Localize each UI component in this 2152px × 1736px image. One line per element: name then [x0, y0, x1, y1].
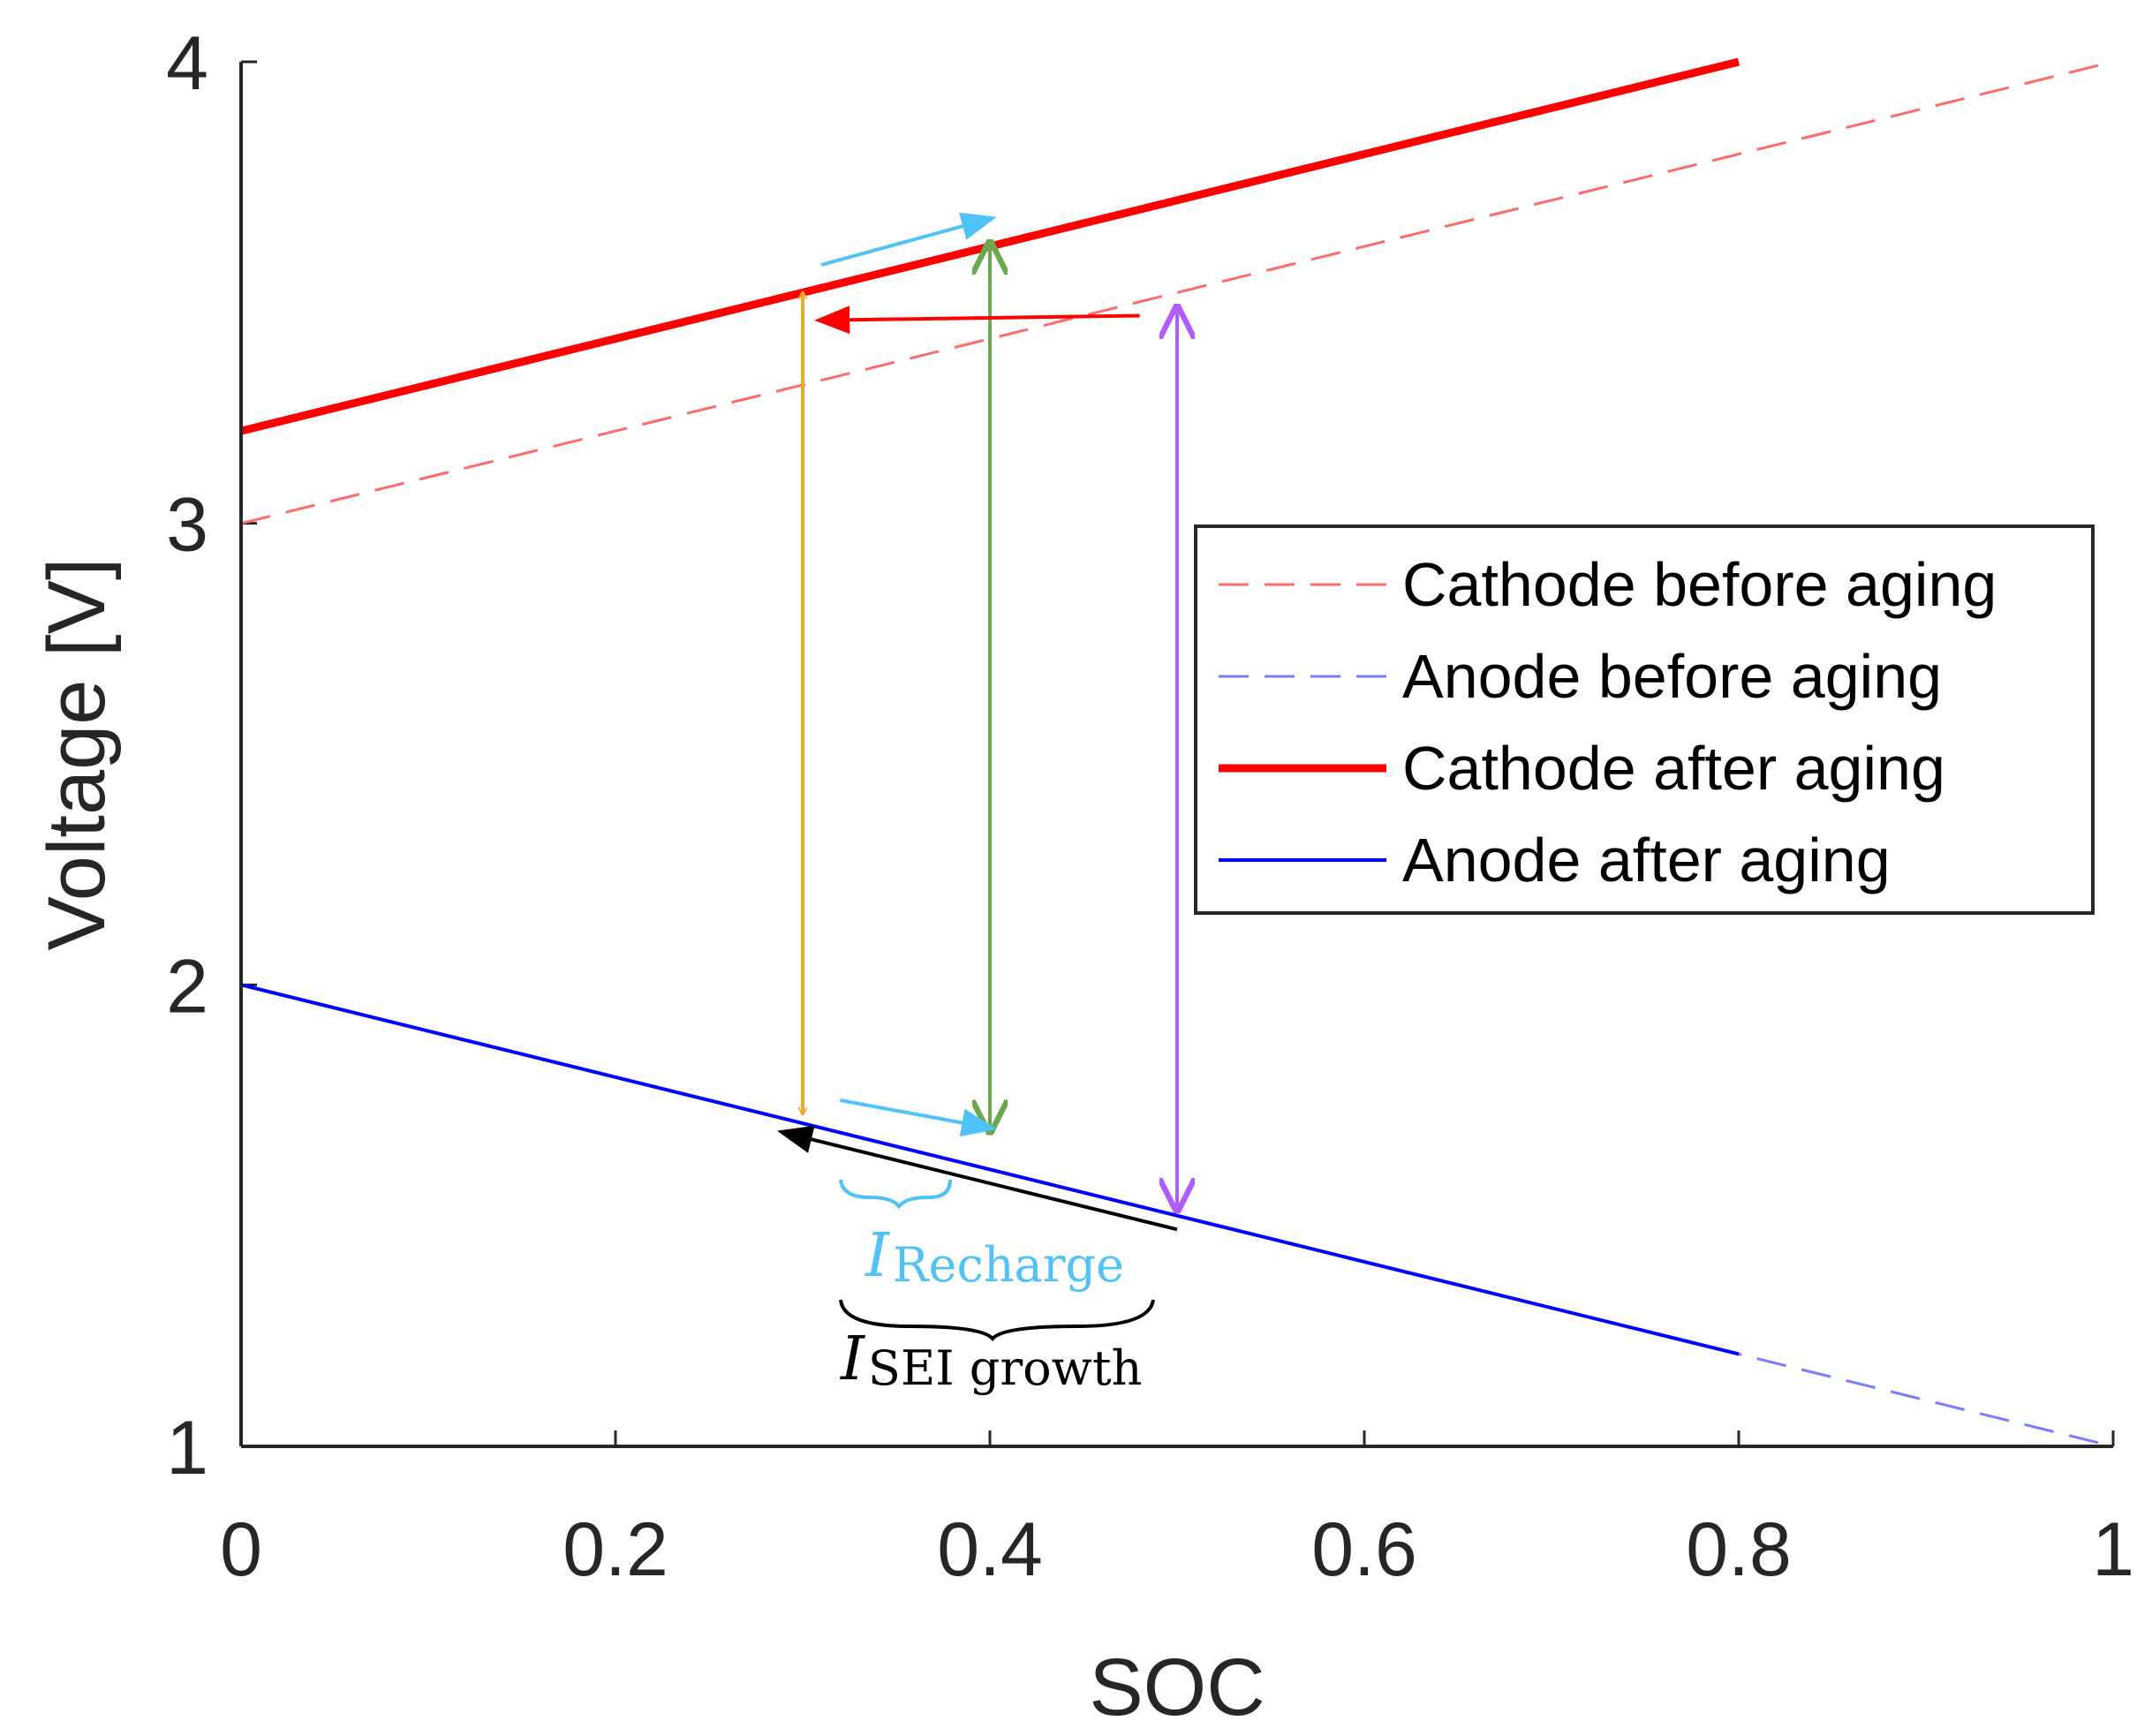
x-tick-label: 1: [2092, 1507, 2134, 1592]
x-tick-label: 0.8: [1686, 1507, 1792, 1592]
legend-items: Cathode before aging Anode before aging Ca…: [1219, 550, 1997, 894]
x-axis-label: SOC: [1089, 1642, 1265, 1732]
recharge-label-text: IRecharge: [864, 1221, 1124, 1293]
annotation-layer: [777, 212, 1178, 1232]
y-tick-label: 4: [166, 21, 208, 106]
recharge-brace: [839, 1179, 952, 1210]
legend-label-cathode-after-aging: Cathode after aging: [1402, 734, 1945, 803]
x-tick-label: 0.4: [937, 1507, 1043, 1592]
x-tick-labels: 0 0.2 0.4 0.6 0.8 1: [220, 1507, 2134, 1592]
arrow-sei-growth-anode: [777, 1125, 1178, 1232]
y-tick-labels: 1 2 3 4: [166, 21, 208, 1491]
x-tick-label: 0: [220, 1507, 262, 1592]
arrow-recharge-cathode: [820, 212, 997, 267]
legend-label-anode-after-aging: Anode after aging: [1402, 826, 1891, 894]
sei-brace: [839, 1299, 1155, 1342]
sei-label: ISEI growth: [839, 1299, 1155, 1396]
arrow-recharge-anode: [840, 1098, 997, 1137]
recharge-label: IRecharge: [839, 1179, 1124, 1293]
series-anode-after-aging: [240, 983, 1740, 1356]
legend-box: [1194, 525, 2095, 915]
arrow-shift-cathode: [814, 306, 1140, 335]
y-tick-label: 1: [166, 1406, 208, 1491]
legend-label-cathode-before-aging: Cathode before aging: [1402, 550, 1997, 619]
x-tick-label: 0.2: [563, 1507, 668, 1592]
legend: Cathode before aging Anode before aging Ca…: [1194, 525, 2095, 915]
y-axis-label: Voltage [V]: [32, 558, 122, 951]
sei-label-text: ISEI growth: [839, 1325, 1142, 1396]
y-tick-label: 2: [166, 944, 208, 1029]
x-tick-label: 0.6: [1311, 1507, 1417, 1592]
legend-label-anode-before-aging: Anode before aging: [1402, 642, 1942, 711]
y-tick-label: 3: [166, 483, 208, 568]
